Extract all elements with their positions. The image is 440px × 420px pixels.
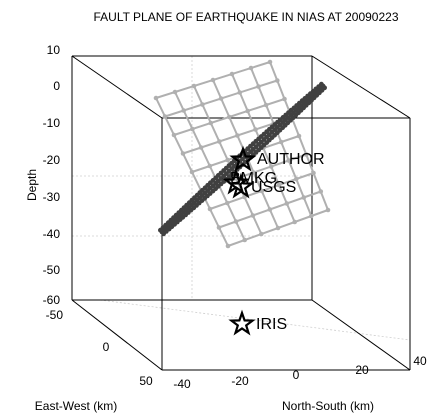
usgs-star-icon [227,172,255,199]
gray-plane-point [318,189,324,194]
gray-plane-point [207,206,213,212]
box-edge [71,299,163,371]
gray-plane-point [153,95,159,101]
z-tick-label: -60 [43,293,61,307]
gray-plane-point [251,170,256,175]
author-marker: AUTHOR [229,145,325,172]
y-tick-label: -40 [173,377,191,391]
x-tick-label: -50 [46,308,64,322]
z-tick-label: 0 [53,79,60,93]
gray-plane-point [180,151,186,156]
gray-plane-point [207,163,213,169]
gray-plane-point [181,108,186,113]
chart-title: FAULT PLANE OF EARTHQUAKE IN NIAS AT 200… [93,10,398,24]
gray-plane-point [286,158,292,163]
gray-plane-point [292,219,298,225]
gray-plane-point [225,243,231,249]
gray-plane-point [237,90,243,95]
gray-plane-point [189,169,195,175]
dark-plane-point [322,85,327,91]
x-ticks: -50 0 50 [46,308,153,388]
gray-plane-point [275,78,280,83]
gray-plane-point [208,120,214,126]
y-axis-label: North-South (km) [282,399,374,413]
author-star-icon [229,145,257,172]
gray-plane-point [250,213,256,218]
gray-plane-point [172,89,178,95]
x-axis-label: East-West (km) [35,399,117,413]
box-edge [311,299,411,371]
gray-plane-point [278,139,284,145]
gray-plane-point [229,71,235,77]
gray-plane-point [284,201,290,206]
gray-plane-point [242,237,247,243]
gray-plane-point [190,126,195,132]
gray-plane-point [256,84,261,89]
x-tick-label: 0 [103,340,110,354]
gray-plane-point [210,77,216,83]
usgs-marker: USGS [227,172,296,199]
z-tick-label: -10 [43,116,61,130]
gray-plane-point [267,207,273,212]
gray-plane-point [259,231,264,237]
gray-plane-point [217,139,222,144]
gray-plane-point [218,96,224,101]
z-tick-label: -50 [43,263,61,277]
gray-plane-point [233,219,239,224]
gray-plane-point [325,207,331,213]
gray-plane-point [259,188,265,194]
gray-plane-point [311,170,316,176]
z-ticks: 10 0 -10 -20 -30 -40 -50 -60 [43,43,61,307]
gray-plane-point [276,182,282,188]
gray-plane-point [225,157,230,163]
iris-marker: IRIS [228,309,287,336]
gray-plane-point [227,114,232,120]
gray-plane-point [200,102,205,107]
gray-plane-point [294,176,299,182]
gray-plane-point [248,65,254,71]
gray-plane-point [235,133,240,138]
gray-plane-point [309,213,314,219]
z-tick-label: -30 [43,190,61,204]
gray-plane-point [275,225,281,231]
gray-plane-point [191,83,197,89]
gray-plane-point [225,200,230,206]
z-axis-label: Depth [25,169,39,201]
gray-plane-point [263,102,269,108]
gray-plane-point [245,108,250,114]
gray-plane-point [162,114,168,119]
author-label: AUTHOR [257,151,325,168]
z-tick-label: -40 [43,227,61,241]
gray-plane-point [216,225,222,230]
gray-plane-point [268,164,274,169]
y-tick-label: -20 [231,374,249,388]
y-tick-label: 0 [293,368,300,382]
iris-label: IRIS [256,316,287,333]
gray-plane-point [171,132,177,138]
gray-plane-point [198,145,204,150]
y-tick-label: 20 [355,363,369,377]
box-edge [71,55,163,119]
y-ticks: -40 -20 0 20 40 [173,354,427,391]
star-markers: AUTHOR BMKG USGS IRIS [222,145,325,336]
gray-fault-plane [153,59,331,249]
z-tick-label: 10 [47,43,61,57]
z-tick-label: -20 [43,153,61,167]
gray-plane-point [304,152,309,157]
x-tick-label: 50 [139,374,153,388]
gray-plane-point [253,127,258,132]
gray-plane-point [296,133,302,139]
bmkg-label: BMKG [230,170,277,187]
plot-box [71,55,411,371]
gray-plane-point [282,96,287,102]
gray-plane-point [301,195,307,200]
box-edge [311,55,411,119]
y-tick-label: 40 [413,354,427,368]
gray-plane-point [267,59,273,65]
usgs-label: USGS [251,179,296,196]
iris-star-icon [228,309,256,336]
